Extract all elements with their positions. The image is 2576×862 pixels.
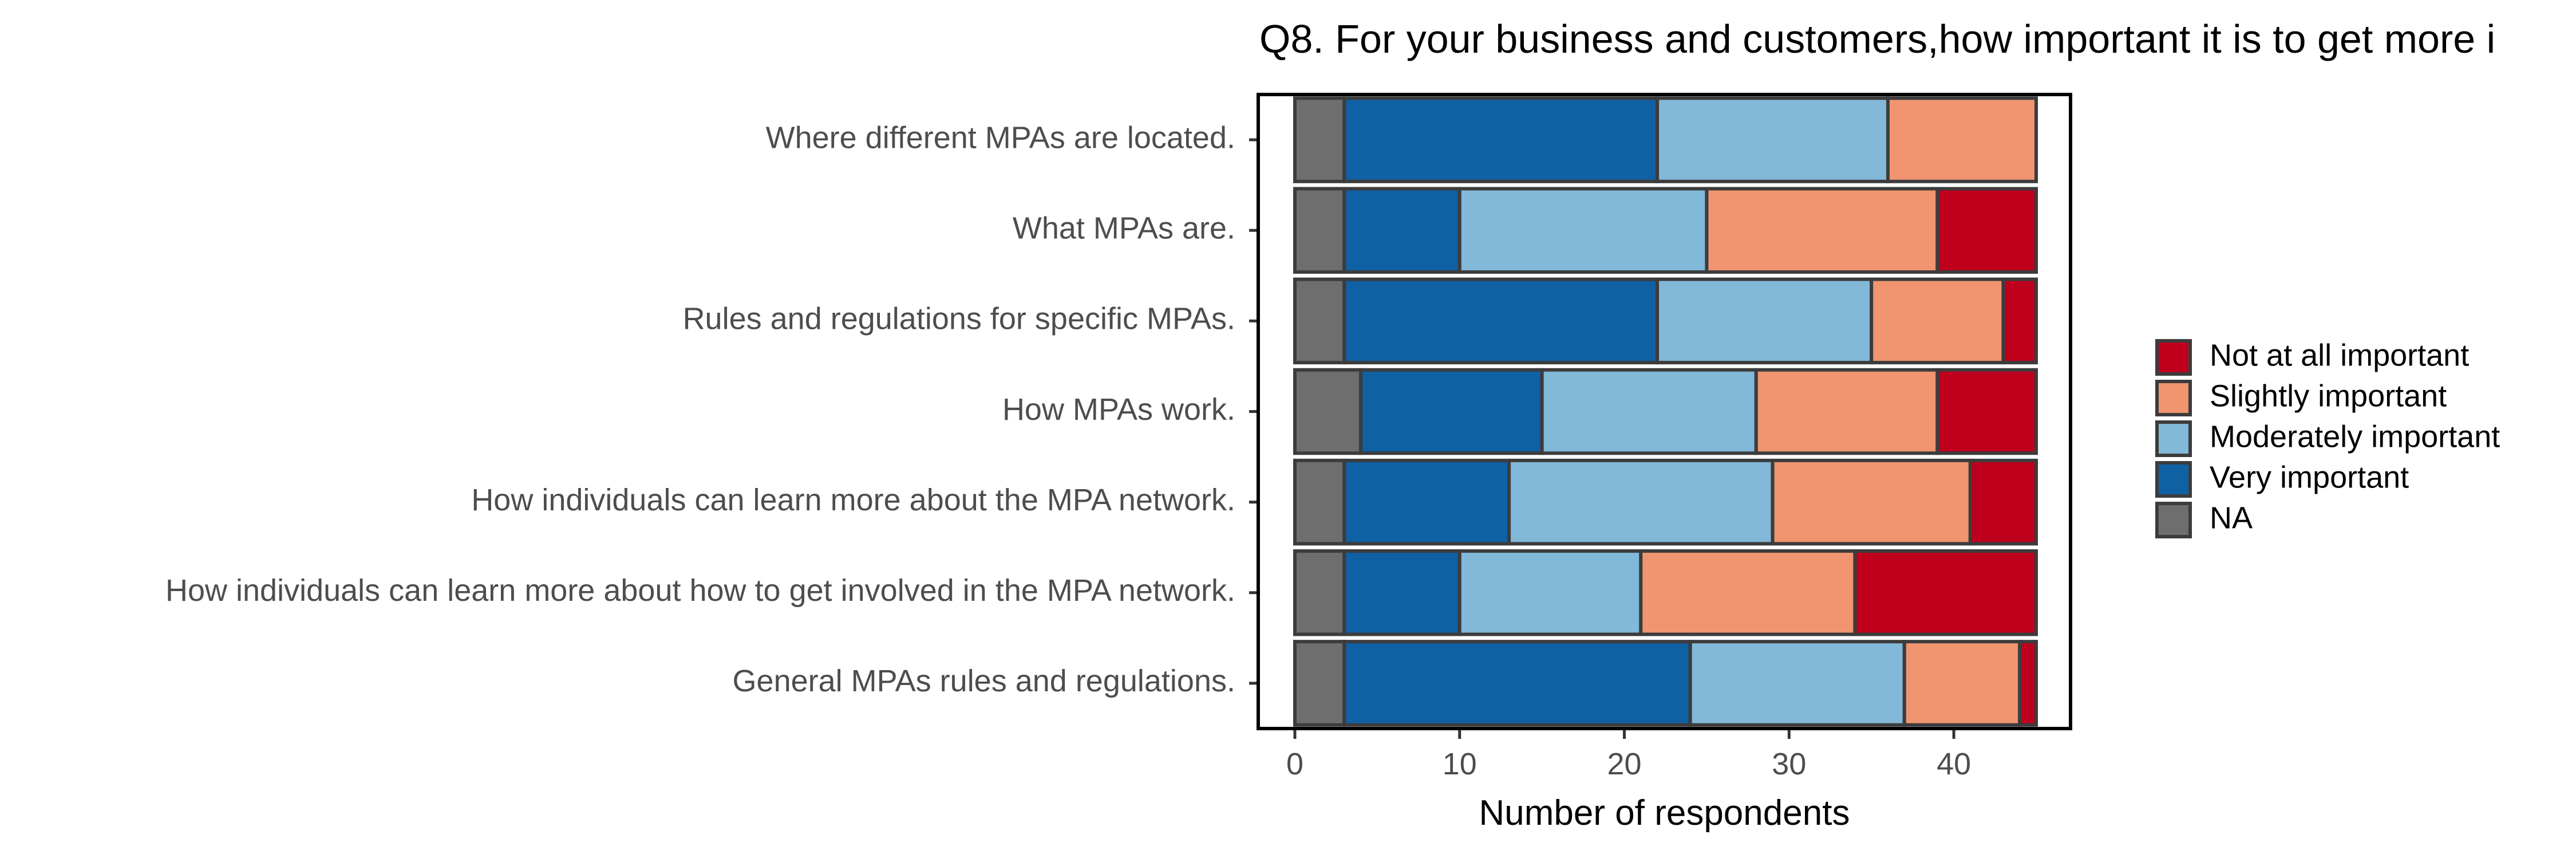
bar-segment (1457, 549, 1643, 636)
bar-segment (1968, 458, 2038, 546)
legend-key (2155, 502, 2192, 538)
bar-segment (1359, 368, 1544, 455)
bar-segment (1870, 277, 2005, 365)
category-label: How individuals can learn more about the… (471, 483, 1235, 517)
legend-label: Slightly important (2210, 379, 2447, 413)
bar-segment (1935, 368, 2038, 455)
x-tick-label: 20 (1607, 747, 1642, 781)
legend-key (2155, 380, 2192, 416)
bars-layer (1293, 96, 2038, 727)
x-tick-label: 0 (1286, 747, 1303, 781)
bar-segment (1656, 96, 1890, 183)
category-labels: Where different MPAs are located. What MP… (165, 120, 1258, 698)
x-tick-label: 10 (1443, 747, 1477, 781)
bar-segment (1902, 640, 2022, 727)
category-label: Where different MPAs are located. (766, 120, 1235, 155)
bar-segment (1656, 277, 1874, 365)
legend-key (2155, 339, 2192, 376)
x-tick-label: 40 (1937, 747, 1971, 781)
bar-segment (1771, 458, 1972, 546)
bar-segment (1342, 187, 1461, 274)
bar-segment (1293, 96, 1346, 183)
x-axis-ticks: 0 10 20 30 40 (1286, 729, 1971, 781)
legend: Not at all important Slightly important Mo… (2155, 338, 2500, 538)
bar-segment (1886, 96, 2038, 183)
legend-label: Not at all important (2210, 338, 2469, 372)
bar-segment (1293, 187, 1346, 274)
legend-label: Very important (2210, 460, 2409, 494)
bar-segment (1342, 96, 1660, 183)
bar-segment (2001, 277, 2038, 365)
bar-segment (1853, 549, 2038, 636)
legend-label: NA (2210, 501, 2253, 535)
bar-segment (1342, 549, 1461, 636)
plot-panel-border (1257, 93, 2072, 730)
legend-label: Moderately important (2210, 419, 2500, 454)
bar-segment (1688, 640, 1906, 727)
legend-key (2155, 420, 2192, 457)
bar-segment (1639, 549, 1857, 636)
bar-segment (1293, 549, 1346, 636)
bar-segment (1293, 458, 1346, 546)
category-label: Rules and regulations for specific MPAs. (683, 302, 1235, 336)
x-tick-label: 30 (1772, 747, 1806, 781)
bar-segment (1507, 458, 1775, 546)
bar-segment (1342, 640, 1692, 727)
bar-segment (2018, 640, 2038, 727)
legend-key (2155, 461, 2192, 498)
category-label: How MPAs work. (1002, 392, 1235, 427)
bar-segment (1342, 458, 1511, 546)
bar-segment (1540, 368, 1758, 455)
bar-segment (1293, 640, 1346, 727)
bar-segment (1705, 187, 1939, 274)
category-label: What MPAs are. (1013, 211, 1235, 245)
bar-segment (1935, 187, 2038, 274)
chart-title: Q8. For your business and customers,how … (1259, 17, 2495, 61)
x-axis-title: Number of respondents (1479, 793, 1850, 833)
bar-segment (1457, 187, 1709, 274)
bar-segment (1293, 368, 1363, 455)
category-label: General MPAs rules and regulations. (733, 664, 1235, 698)
bar-segment (1342, 277, 1660, 365)
bar-segment (1293, 277, 1346, 365)
bar-segment (1754, 368, 1939, 455)
category-label: How individuals can learn more about how… (165, 573, 1235, 608)
